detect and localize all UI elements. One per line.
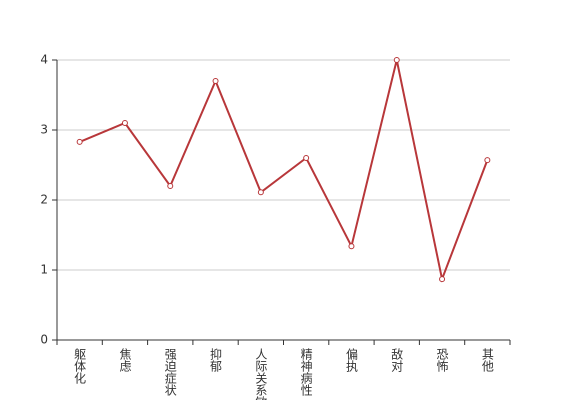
point: [439, 276, 446, 283]
x-tick-label: 精神病性: [299, 348, 313, 397]
x-tick-label: 抑郁: [209, 347, 223, 373]
point: [212, 78, 219, 84]
point: [484, 157, 491, 164]
point: [348, 243, 355, 250]
y-tick-label: 2: [40, 193, 48, 207]
x-tick-label: 其他: [480, 348, 494, 372]
x-tick-label: 焦虑: [118, 348, 132, 372]
point: [121, 120, 128, 126]
point: [393, 57, 400, 63]
point: [303, 155, 310, 161]
point: [167, 183, 174, 189]
x-tick-label: 敌对: [390, 347, 404, 372]
y-tick-label: 3: [40, 123, 48, 137]
x-tick-label: 躯体化: [73, 347, 87, 385]
y-tick-label: 0: [40, 333, 48, 347]
line: [79, 59, 489, 283]
y-tick-label: 1: [40, 263, 48, 277]
x-tick-label: 强迫症状: [163, 348, 177, 396]
x-tick-label: 人际关系敏感: [254, 348, 268, 400]
point: [76, 138, 83, 145]
x-tick-label: 恐怖: [435, 348, 449, 372]
x-tick-label: 偏执: [344, 347, 358, 373]
point: [257, 189, 264, 196]
y-tick-label: 4: [40, 53, 48, 67]
